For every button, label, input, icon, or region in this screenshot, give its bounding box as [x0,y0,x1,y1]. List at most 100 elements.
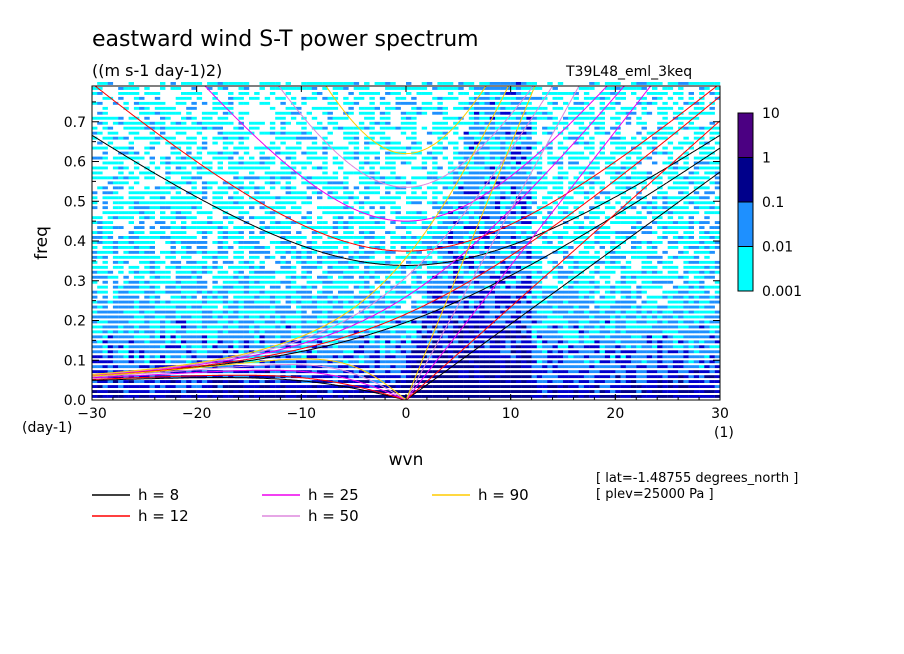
spectrum-cell [474,106,480,110]
spectrum-cell [139,390,145,393]
spectrum-cell [552,300,558,304]
spectrum-cell [526,176,532,180]
spectrum-cell [563,325,569,329]
spectrum-cell [400,395,407,398]
spectrum-cell [233,360,239,364]
spectrum-cell [573,111,579,115]
spectrum-cell [301,121,307,125]
spectrum-cell [364,201,370,205]
spectrum-cell [573,156,579,160]
spectrum-cell [269,92,276,95]
spectrum-cell [385,380,391,383]
spectrum-cell [353,87,360,90]
spectrum-cell [322,330,328,334]
spectrum-cell [578,166,585,170]
spectrum-cell [379,285,386,289]
spectrum-cell [222,375,229,379]
spectrum-cell [217,106,223,110]
spectrum-cell [395,126,401,130]
spectrum-cell [453,106,459,110]
spectrum-cell [426,325,433,329]
spectrum-cell [123,101,129,105]
spectrum-cell [133,92,140,95]
spectrum-cell [578,275,585,279]
spectrum-cell [92,295,98,299]
spectrum-cell [170,146,176,150]
spectrum-cell [112,285,119,289]
spectrum-cell [364,380,370,383]
spectrum-cell [233,375,239,379]
spectrum-cell [311,96,318,100]
spectrum-cell [385,315,391,319]
spectrum-cell [311,151,318,155]
spectrum-cell [290,300,297,304]
spectrum-cell [542,226,548,229]
spectrum-cell [306,96,312,100]
spectrum-cell [139,395,145,398]
spectrum-cell [264,325,271,329]
spectrum-cell [165,340,171,344]
spectrum-cell [557,236,564,239]
spectrum-cell [264,385,271,388]
spectrum-cell [421,176,428,180]
spectrum-cell [437,126,443,130]
spectrum-cell [510,395,517,398]
spectrum-cell [568,280,574,284]
spectrum-cell [144,325,150,329]
spectrum-cell [133,250,140,254]
spectrum-cell [228,82,234,85]
spectrum-cell [536,211,543,215]
spectrum-cell [547,191,553,195]
spectrum-cell [400,226,407,229]
spectrum-cell [191,260,197,264]
spectrum-cell [374,305,380,309]
spectrum-cell [243,226,250,229]
spectrum-cell [578,345,585,349]
spectrum-cell [557,265,564,269]
spectrum-cell [510,295,517,299]
spectrum-cell [395,196,401,200]
spectrum-cell [259,87,265,90]
spectrum-cell [348,255,354,259]
spectrum-cell [290,201,297,205]
spectrum-cell [358,126,365,130]
spectrum-cell [573,260,579,264]
spectrum-cell [343,226,349,229]
spectrum-cell [249,285,255,289]
spectrum-cell [280,370,286,374]
spectrum-cell [526,87,532,90]
spectrum-cell [123,285,129,289]
spectrum-cell [306,246,312,249]
spectrum-cell [212,345,218,349]
spectrum-cell [385,196,391,200]
spectrum-cell [259,231,265,234]
spectrum-cell [243,241,250,244]
spectrum-cell [207,320,213,324]
spectrum-cell [191,121,197,125]
spectrum-cell [395,255,401,259]
spectrum-cell [453,250,459,254]
spectrum-cell [191,87,197,90]
spectrum-cell [437,375,443,379]
spectrum-cell [139,325,145,329]
spectrum-cell [437,121,443,125]
spectrum-cell [269,330,276,334]
spectrum-cell [123,350,129,354]
spectrum-cell [578,320,585,324]
spectrum-cell [369,250,375,254]
spectrum-cell [170,290,176,294]
spectrum-cell [505,161,511,165]
spectrum-cell [348,141,354,145]
spectrum-cell [500,315,506,319]
spectrum-cell [578,250,585,254]
spectrum-cell [170,246,176,249]
spectrum-cell [468,295,475,299]
spectrum-cell [479,345,485,349]
spectrum-cell [578,325,585,329]
spectrum-cell [400,315,407,319]
spectrum-cell [92,305,98,309]
spectrum-cell [217,191,223,195]
spectrum-cell [275,330,281,334]
spectrum-cell [495,260,501,264]
spectrum-cell [416,111,422,115]
